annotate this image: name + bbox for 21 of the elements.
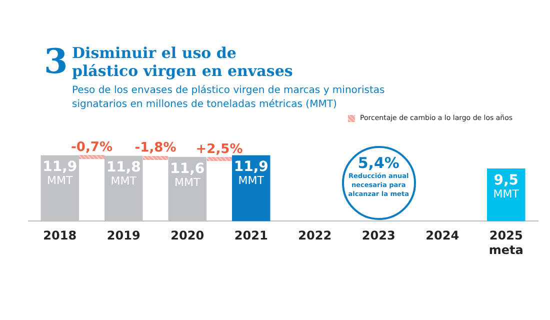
annotation: 5,4% <box>356 154 400 172</box>
x-tick-label: 2020 <box>170 228 204 243</box>
x-tick-label: 2021 <box>234 228 268 243</box>
annotation: -1,8% <box>134 140 176 156</box>
x-tick-label: 2018 <box>43 228 77 243</box>
chart-subtitle: Peso de los envases de plástico virgen de marcas y minoristas signatarios en millones de toneladas métricas (MMT) <box>72 84 386 112</box>
annotation: +2,5% <box>196 142 243 157</box>
data-label: 11,9 MMT <box>234 159 268 188</box>
x-tick-label: 2024 <box>426 228 460 243</box>
x-tick-label: 2019 <box>106 228 140 243</box>
bar <box>232 155 270 222</box>
x-tick-label: 2023 <box>362 228 396 243</box>
chart-title: Disminuir el uso de plástico virgen en envases <box>72 44 294 80</box>
data-label: 11,6 MMT <box>170 160 205 189</box>
x-tick-label: 2022 <box>298 228 332 243</box>
annotation: -0,7% <box>71 140 112 156</box>
x-tick-label: 2025 meta <box>488 228 524 257</box>
text: 3 <box>44 42 68 82</box>
data-label: 11,8 MMT <box>106 160 141 188</box>
data-label: 9,5 MMT <box>493 172 520 201</box>
data-label: 11,9 MMT <box>42 159 78 188</box>
